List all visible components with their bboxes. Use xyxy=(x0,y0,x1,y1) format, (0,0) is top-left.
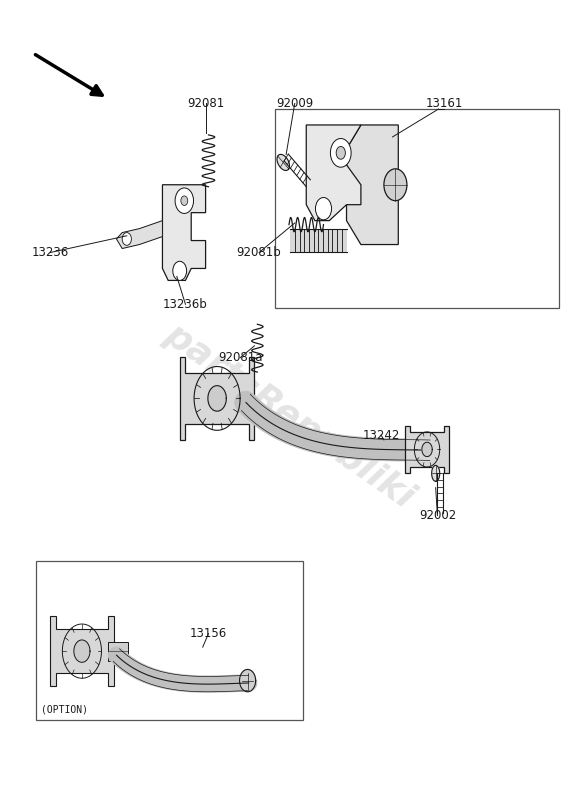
Bar xyxy=(275,109,560,308)
Polygon shape xyxy=(74,640,90,662)
Polygon shape xyxy=(180,357,254,440)
Text: 13156: 13156 xyxy=(190,627,227,640)
Text: 92081b: 92081b xyxy=(237,246,281,259)
Circle shape xyxy=(181,196,188,206)
Circle shape xyxy=(336,146,346,159)
Circle shape xyxy=(175,188,194,214)
Polygon shape xyxy=(405,426,449,474)
Polygon shape xyxy=(290,230,347,252)
Polygon shape xyxy=(162,185,206,281)
Polygon shape xyxy=(50,616,113,686)
Polygon shape xyxy=(277,154,290,170)
Circle shape xyxy=(331,138,351,167)
Polygon shape xyxy=(208,386,227,411)
Circle shape xyxy=(122,233,131,246)
Text: 13242: 13242 xyxy=(362,429,400,442)
Text: 92002: 92002 xyxy=(419,509,456,522)
Text: (OPTION): (OPTION) xyxy=(40,704,87,714)
Polygon shape xyxy=(116,221,162,249)
Text: 92009: 92009 xyxy=(276,97,313,110)
Text: 13236: 13236 xyxy=(32,246,69,259)
Polygon shape xyxy=(347,125,398,245)
Bar xyxy=(108,642,128,661)
Text: partsRepubliki: partsRepubliki xyxy=(158,317,420,514)
Text: 13161: 13161 xyxy=(425,97,463,110)
Polygon shape xyxy=(306,125,361,221)
Text: 13236b: 13236b xyxy=(163,298,208,311)
Bar xyxy=(36,561,303,721)
Polygon shape xyxy=(422,442,432,457)
Polygon shape xyxy=(239,670,255,692)
Circle shape xyxy=(173,262,187,281)
Polygon shape xyxy=(432,466,440,482)
Circle shape xyxy=(316,198,332,220)
Text: 92081: 92081 xyxy=(187,97,224,110)
Circle shape xyxy=(384,169,407,201)
Text: 92081a: 92081a xyxy=(218,351,262,364)
